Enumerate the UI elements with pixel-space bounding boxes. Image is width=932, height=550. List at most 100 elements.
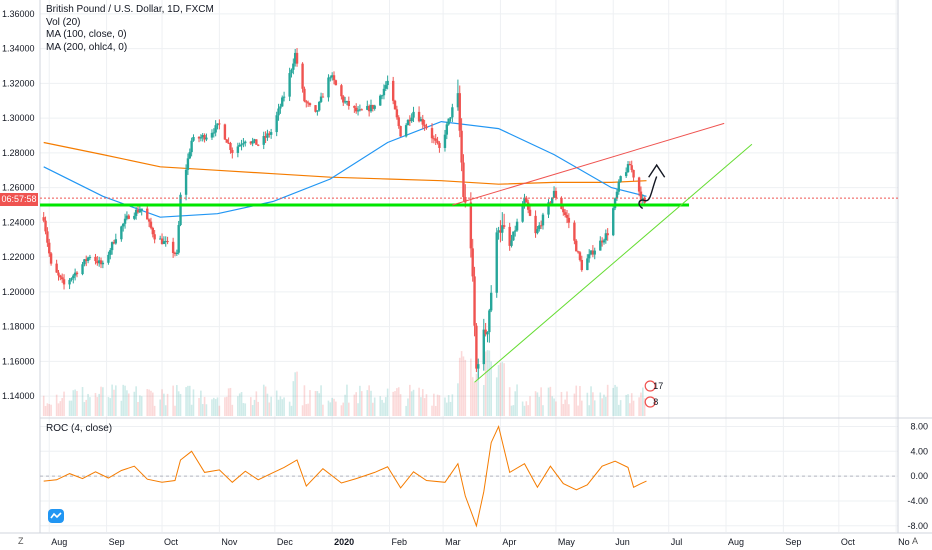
candle-body <box>355 107 358 112</box>
volume-bar <box>294 372 296 416</box>
candle-body <box>464 197 467 203</box>
volume-bar <box>224 397 226 416</box>
volume-bar <box>48 404 51 416</box>
candle-body <box>332 75 336 81</box>
volume-bar <box>346 384 348 416</box>
candle-body <box>562 208 565 213</box>
volume-bar <box>640 392 642 416</box>
time-tick-label: Dec <box>277 537 294 547</box>
candle-body <box>147 219 151 222</box>
volume-bar <box>599 392 602 416</box>
volume-bar <box>386 388 389 416</box>
volume-bar <box>409 384 411 416</box>
candle-body <box>447 118 450 125</box>
indicator-vol[interactable]: Vol (20) <box>46 16 81 28</box>
volume-bar <box>447 395 450 416</box>
volume-bar <box>555 401 557 416</box>
volume-bar <box>203 396 206 416</box>
candle-body <box>521 205 524 222</box>
volume-bar <box>190 404 193 416</box>
volume-bar <box>229 387 232 416</box>
candle-body <box>321 96 325 98</box>
candle-body <box>225 139 228 143</box>
candle-body <box>421 119 424 125</box>
volume-bar <box>89 397 91 416</box>
volume-bar <box>612 387 615 416</box>
volume-bar <box>381 399 383 416</box>
candle-body <box>534 215 537 234</box>
candle-body <box>347 100 351 106</box>
event-marker <box>644 380 656 392</box>
volume-bar <box>240 392 243 416</box>
resistance-trendline <box>452 122 725 206</box>
volume-bar <box>185 387 187 416</box>
volume-bar <box>560 391 563 416</box>
roc-legend[interactable]: ROC (4, close) <box>46 423 113 434</box>
time-tick-label: No <box>898 537 910 547</box>
candle-body <box>120 226 123 240</box>
candle-body <box>626 164 630 173</box>
candle-body <box>60 277 64 280</box>
volume-bar <box>94 392 97 416</box>
candle-body <box>612 208 615 236</box>
candle-body <box>395 109 399 118</box>
candle-body <box>399 126 402 137</box>
volume-bar <box>632 400 635 416</box>
candle-body <box>314 105 317 112</box>
candle-body <box>462 162 465 198</box>
roc-tick-label: 4.00 <box>910 446 928 456</box>
volume-bar <box>174 405 176 416</box>
candle-body <box>613 198 617 209</box>
volume-bar <box>421 389 424 416</box>
volume-bar <box>238 393 241 416</box>
candle-body <box>138 210 142 213</box>
ma100-line <box>43 120 647 218</box>
candle-body <box>541 214 545 226</box>
volume-bar <box>540 387 542 416</box>
volume-bar <box>418 387 420 416</box>
candle-body <box>473 276 476 326</box>
candle-body <box>268 133 271 135</box>
roc-tick-label: 0.00 <box>910 471 928 481</box>
candle-body <box>523 197 526 206</box>
volume-bar <box>399 394 402 416</box>
candle-body <box>345 100 349 102</box>
volume-bar <box>431 405 433 416</box>
candle-body <box>460 130 463 163</box>
volume-bar <box>529 396 531 416</box>
auto-scale-button[interactable]: A <box>912 536 919 546</box>
candle-body <box>575 240 578 252</box>
indicator-ma200[interactable]: MA (200, ohlc4, 0) <box>46 41 128 53</box>
volume-bar <box>642 387 644 416</box>
candle-body <box>269 132 273 135</box>
volume-bar <box>59 401 62 416</box>
candle-body <box>510 240 513 246</box>
volume-bar <box>593 400 596 416</box>
candle-body <box>515 221 519 231</box>
time-tick-label: Jun <box>615 537 630 547</box>
volume-bar <box>179 393 182 416</box>
candle-body <box>42 217 45 221</box>
volume-bar <box>166 393 169 416</box>
candle-body <box>327 77 330 98</box>
candle-body <box>57 272 60 276</box>
volume-bar <box>81 387 84 416</box>
candle-body <box>425 126 428 129</box>
tradingview-logo-icon[interactable] <box>48 509 64 523</box>
ma200-line <box>43 141 647 185</box>
volume-bar <box>516 384 518 416</box>
volume-bar <box>423 398 426 416</box>
roc-tick-label: 8.00 <box>910 421 928 431</box>
candle-body <box>85 259 88 261</box>
volume-bar <box>305 404 308 416</box>
zoom-button[interactable]: Z <box>18 536 24 546</box>
symbol-title[interactable]: British Pound / U.S. Dollar, 1D, FXCM <box>46 4 214 15</box>
candle-body <box>384 85 387 89</box>
volume-bar <box>407 398 409 416</box>
candle-body <box>308 103 312 106</box>
indicator-ma100[interactable]: MA (100, close, 0) <box>46 29 127 40</box>
volume-bar <box>111 384 113 416</box>
volume-bar <box>514 391 517 416</box>
candle-body <box>240 144 243 146</box>
